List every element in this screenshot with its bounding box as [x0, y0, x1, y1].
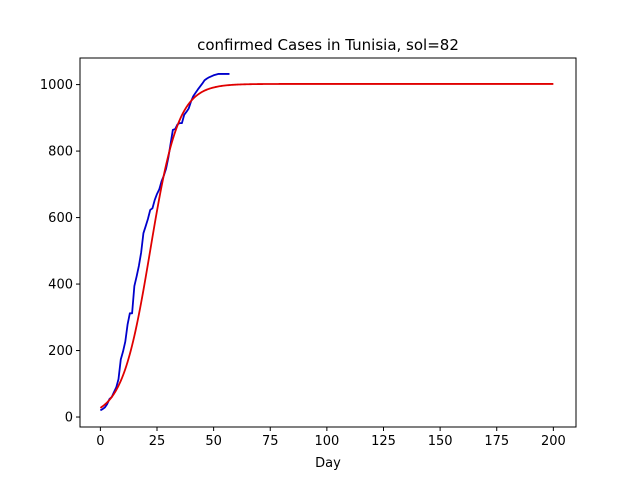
y-tick-label-800: 800: [48, 145, 73, 160]
y-tick-label-400: 400: [48, 278, 73, 293]
x-tick-label-150: 150: [428, 434, 453, 449]
plot-frame: [79, 57, 577, 428]
x-tick-label-200: 200: [541, 434, 566, 449]
chart-title: confirmed Cases in Tunisia, sol=82: [197, 36, 459, 54]
x-tick-label-25: 25: [149, 434, 166, 449]
plot-area: [79, 57, 577, 428]
x-axis-label: Day: [315, 456, 341, 471]
y-tick-label-1000: 1000: [40, 78, 73, 93]
x-tick-label-0: 0: [96, 434, 104, 449]
x-tick-label-100: 100: [314, 434, 339, 449]
y-tick-label-0: 0: [65, 411, 73, 426]
y-tick-label-200: 200: [48, 344, 73, 359]
series-line-2: [99, 83, 554, 409]
x-tick-label-175: 175: [484, 434, 509, 449]
y-tick-label-600: 600: [48, 211, 73, 226]
x-tick-label-75: 75: [262, 434, 279, 449]
x-axis: 0 25 50 75 100 125 150 175 200: [96, 427, 566, 449]
x-tick-label-50: 50: [205, 434, 222, 449]
x-tick-label-125: 125: [371, 434, 396, 449]
y-axis: 0 200 400 600 800 1000: [40, 78, 80, 426]
